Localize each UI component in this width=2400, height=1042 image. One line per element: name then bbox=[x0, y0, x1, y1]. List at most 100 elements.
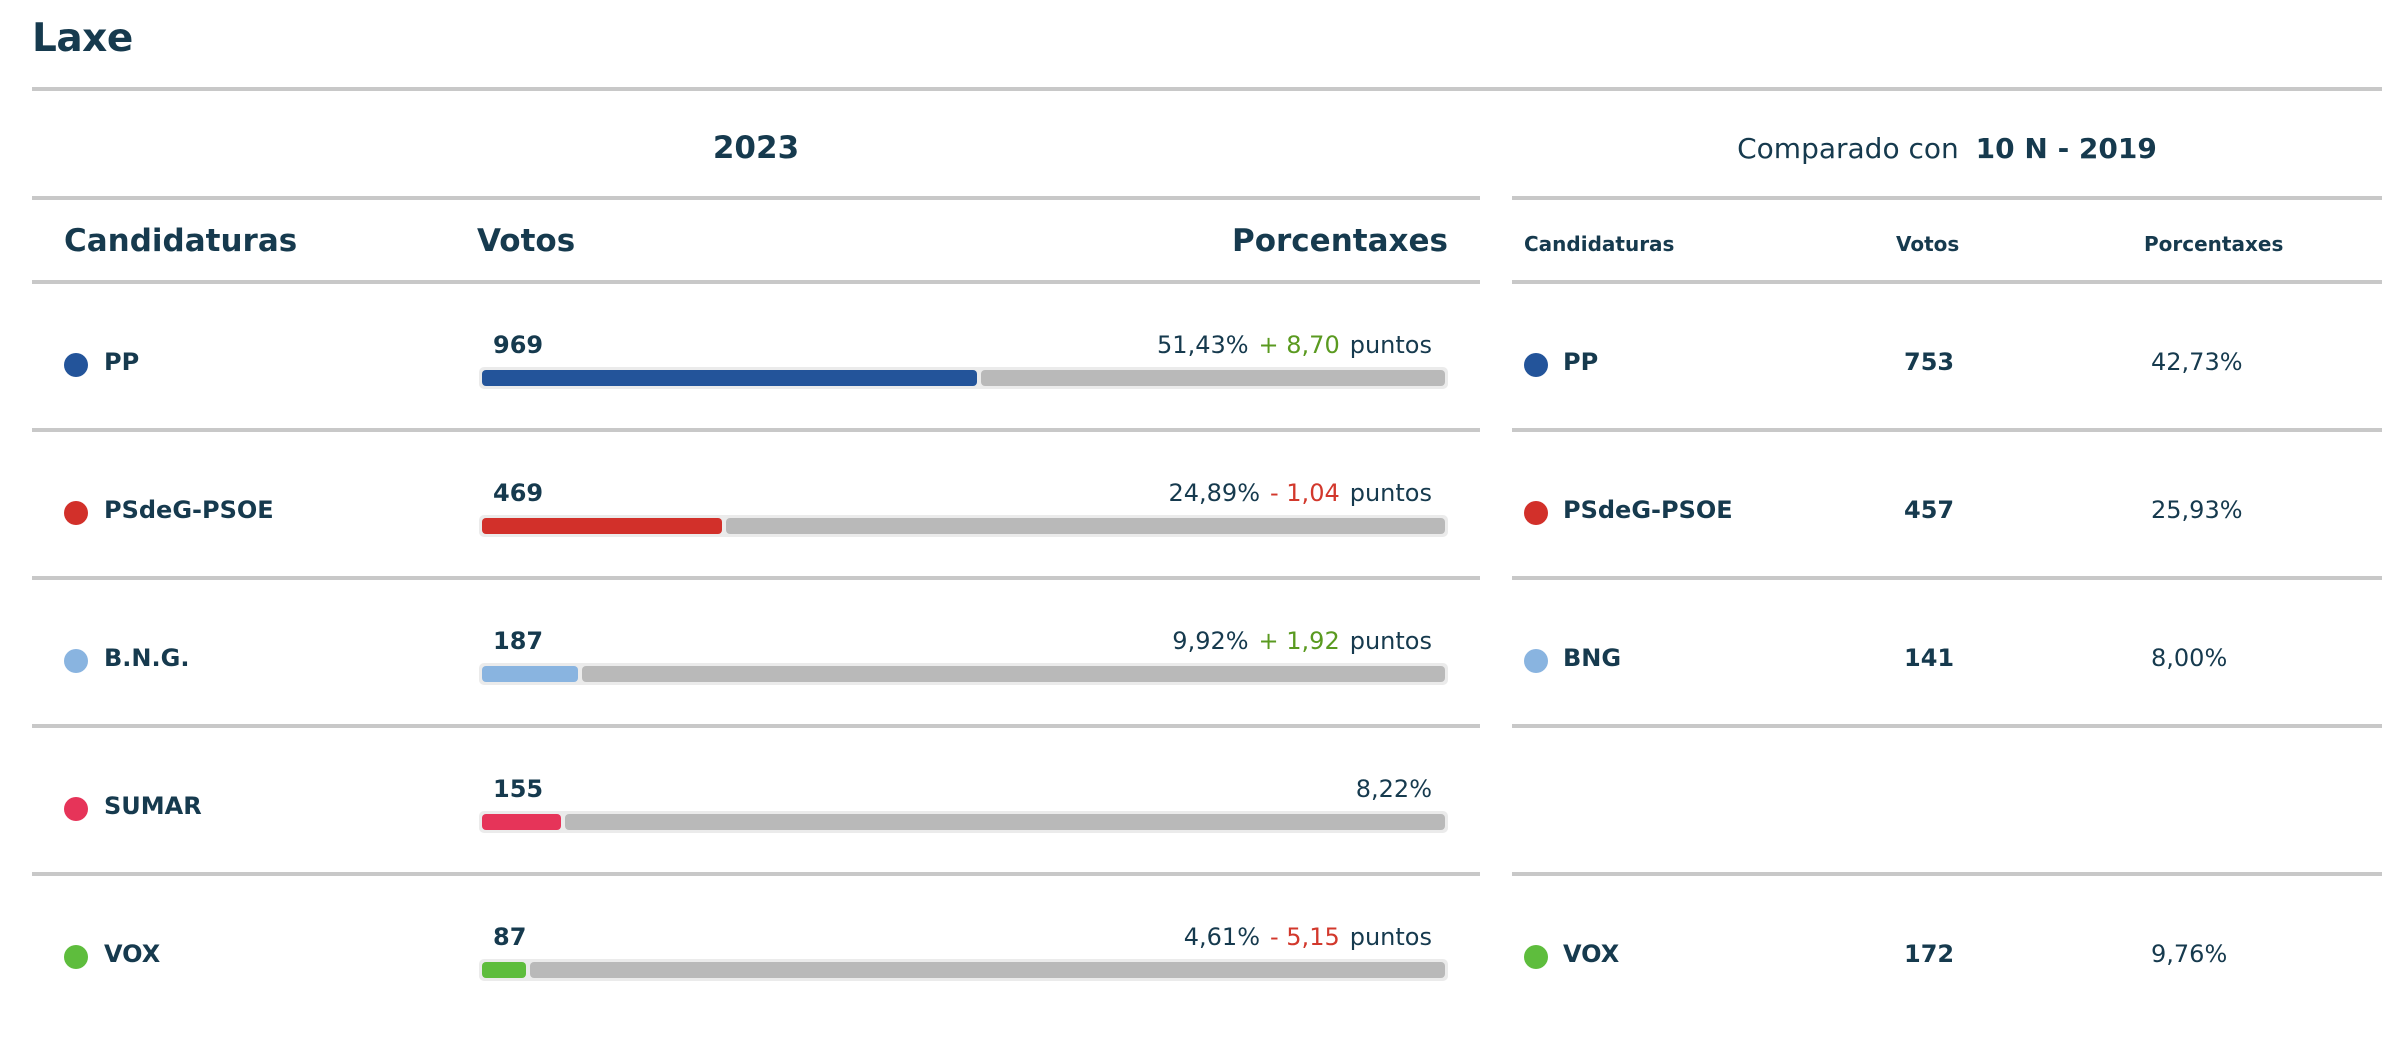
party-name: PSdeG-PSOE bbox=[104, 496, 274, 524]
percent-value: 25,93% bbox=[2151, 496, 2243, 524]
result-row: PSdeG-PSOE 469 24,89% - 1,04 puntos bbox=[32, 432, 1480, 576]
change-points: + 1,92 bbox=[1258, 627, 1340, 655]
change-points: + 8,70 bbox=[1258, 331, 1340, 359]
vote-share-fill bbox=[482, 666, 578, 682]
divider bbox=[1512, 280, 2382, 284]
points-unit: puntos bbox=[1349, 923, 1432, 951]
comparison-row: PP 753 42,73% bbox=[1512, 284, 2382, 428]
party-color-dot bbox=[64, 501, 88, 525]
comparison-row: BNG 141 8,00% bbox=[1512, 580, 2382, 724]
comparison-rows: PP 753 42,73% PSdeG-PSOE 457 25,93% BNG 141 8,00… bbox=[1512, 284, 2382, 1020]
comparison-prefix: Comparado con bbox=[1737, 132, 1959, 165]
percent-value: 4,61% bbox=[1183, 923, 1260, 951]
party-name: SUMAR bbox=[104, 792, 202, 820]
party-color-dot bbox=[1524, 649, 1548, 673]
percent-line: 9,92% + 1,92 puntos bbox=[1172, 627, 1432, 655]
header-percent: Porcentaxes bbox=[1232, 223, 1448, 259]
result-row: PP 969 51,43% + 8,70 puntos bbox=[32, 284, 1480, 428]
divider bbox=[32, 280, 1480, 284]
party-color-dot bbox=[64, 945, 88, 969]
percent-line: 51,43% + 8,70 puntos bbox=[1157, 331, 1432, 359]
change-points: - 1,04 bbox=[1270, 479, 1340, 507]
comparison-row: PSdeG-PSOE 457 25,93% bbox=[1512, 432, 2382, 576]
page-title: Laxe bbox=[32, 16, 133, 61]
vote-share-fill bbox=[482, 962, 527, 978]
percent-value: 24,89% bbox=[1168, 479, 1260, 507]
party-name: BNG bbox=[1563, 644, 1622, 672]
party-color-dot bbox=[64, 353, 88, 377]
party-name: VOX bbox=[104, 940, 161, 968]
vote-share-bar bbox=[479, 663, 1448, 685]
vote-share-fill bbox=[482, 814, 562, 830]
comparison-heading: Comparado con 10 N - 2019 bbox=[1512, 91, 2382, 196]
points-unit: puntos bbox=[1349, 479, 1432, 507]
percent-value: 8,00% bbox=[2151, 644, 2228, 672]
party-color-dot bbox=[1524, 945, 1548, 969]
vote-count: 753 bbox=[1904, 348, 1955, 376]
vote-share-bar bbox=[479, 959, 1448, 981]
comparison-row bbox=[1512, 728, 2382, 872]
party-name: PP bbox=[1563, 348, 1599, 376]
vote-share-remainder bbox=[981, 370, 1445, 386]
percent-value: 9,92% bbox=[1172, 627, 1249, 655]
row-divider bbox=[32, 576, 1480, 580]
percent-value: 51,43% bbox=[1157, 331, 1249, 359]
divider bbox=[1512, 196, 2382, 200]
vote-share-bar bbox=[479, 811, 1448, 833]
vote-share-bar bbox=[479, 515, 1448, 537]
title-divider bbox=[32, 87, 2382, 91]
row-divider bbox=[1512, 872, 2382, 876]
party-color-dot bbox=[1524, 353, 1548, 377]
result-row: B.N.G. 187 9,92% + 1,92 puntos bbox=[32, 580, 1480, 724]
percent-value: 9,76% bbox=[2151, 940, 2228, 968]
change-points: - 5,15 bbox=[1270, 923, 1340, 951]
party-name: B.N.G. bbox=[104, 644, 190, 672]
result-row: VOX 87 4,61% - 5,15 puntos bbox=[32, 876, 1480, 1020]
vote-share-fill bbox=[482, 518, 722, 534]
party-name: PP bbox=[104, 348, 140, 376]
vote-count: 141 bbox=[1904, 644, 1955, 672]
party-color-dot bbox=[64, 797, 88, 821]
vote-count: 969 bbox=[493, 331, 544, 359]
row-divider bbox=[32, 872, 1480, 876]
party-color-dot bbox=[64, 649, 88, 673]
result-row: SUMAR 155 8,22% bbox=[32, 728, 1480, 872]
row-divider bbox=[1512, 576, 2382, 580]
cmp-header-candidates: Candidaturas bbox=[1524, 232, 1675, 256]
results-2023-panel: 2023 Candidaturas Votos Porcentaxes PP 96… bbox=[32, 91, 1480, 1020]
results-rows: PP 969 51,43% + 8,70 puntos PSdeG-PSOE 469 24,8… bbox=[32, 284, 1480, 1020]
row-divider bbox=[32, 724, 1480, 728]
percent-line: 4,61% - 5,15 puntos bbox=[1184, 923, 1432, 951]
row-divider bbox=[1512, 724, 2382, 728]
vote-count: 155 bbox=[493, 775, 544, 803]
header-candidates: Candidaturas bbox=[64, 223, 298, 259]
vote-share-remainder bbox=[725, 518, 1445, 534]
percent-value: 42,73% bbox=[2151, 348, 2243, 376]
cmp-header-percent: Porcentaxes bbox=[2144, 232, 2284, 256]
comparison-row: VOX 172 9,76% bbox=[1512, 876, 2382, 1020]
comparison-table-header: Candidaturas Votos Porcentaxes bbox=[1512, 200, 2382, 280]
vote-count: 172 bbox=[1904, 940, 1955, 968]
vote-count: 469 bbox=[493, 479, 544, 507]
party-name: VOX bbox=[1563, 940, 1620, 968]
vote-count: 457 bbox=[1904, 496, 1955, 524]
vote-share-remainder bbox=[565, 814, 1445, 830]
percent-line: 8,22% bbox=[1356, 775, 1432, 803]
percent-line: 24,89% - 1,04 puntos bbox=[1168, 479, 1432, 507]
comparison-election: 10 N - 2019 bbox=[1975, 132, 2157, 165]
vote-count: 187 bbox=[493, 627, 544, 655]
vote-count: 87 bbox=[493, 923, 527, 951]
results-table-header: Candidaturas Votos Porcentaxes bbox=[32, 200, 1480, 280]
row-divider bbox=[32, 428, 1480, 432]
party-name: PSdeG-PSOE bbox=[1563, 496, 1733, 524]
points-unit: puntos bbox=[1349, 331, 1432, 359]
percent-value: 8,22% bbox=[1355, 775, 1432, 803]
vote-share-bar bbox=[479, 367, 1448, 389]
vote-share-fill bbox=[482, 370, 978, 386]
party-color-dot bbox=[1524, 501, 1548, 525]
cmp-header-votes: Votos bbox=[1896, 232, 1960, 256]
row-divider bbox=[1512, 428, 2382, 432]
comparison-panel: Comparado con 10 N - 2019 Candidaturas V… bbox=[1512, 91, 2382, 1020]
year-heading: 2023 bbox=[712, 130, 800, 166]
points-unit: puntos bbox=[1349, 627, 1432, 655]
